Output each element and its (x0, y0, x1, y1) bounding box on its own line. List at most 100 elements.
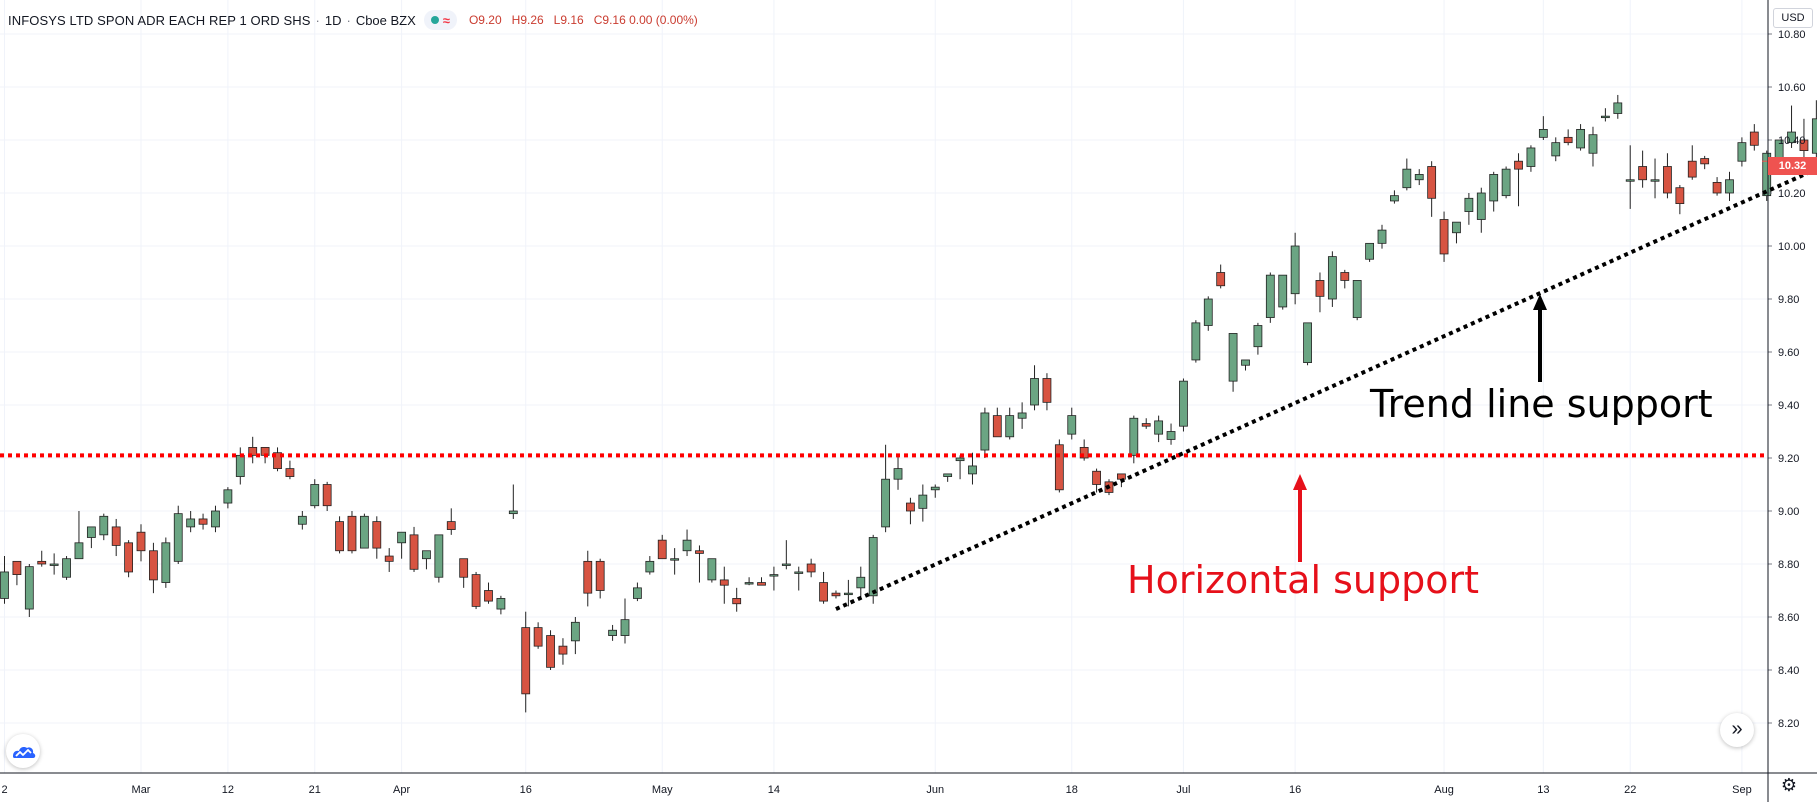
x-tick-label: Jul (1176, 784, 1190, 796)
candle-body (583, 560, 593, 594)
candle-body (1551, 142, 1561, 157)
candle-body (1042, 378, 1052, 403)
horizontal-support-arrowhead (1293, 474, 1307, 490)
candle-body (235, 454, 245, 477)
candle-body (570, 621, 580, 642)
candle-body (645, 560, 655, 573)
y-tick-label: 10.60 (1778, 82, 1806, 94)
x-tick-label: Jun (926, 784, 944, 796)
candle-body (1278, 274, 1288, 308)
y-tick-label: 10.20 (1778, 188, 1806, 200)
tradingview-logo-button[interactable] (6, 734, 40, 768)
y-tick-label: 9.00 (1778, 506, 1799, 518)
candle-body (1030, 378, 1039, 406)
ohlc-close-value: 9.16 (602, 13, 626, 27)
x-tick-label: 14 (768, 784, 780, 796)
candle-body (111, 526, 121, 546)
candle-body (1340, 272, 1350, 281)
candle-body (1687, 160, 1697, 178)
candle-body (1427, 166, 1437, 199)
green-dot-icon (430, 16, 439, 24)
candle-body (1588, 134, 1598, 154)
header-separator: · (346, 12, 351, 28)
symbol-title[interactable]: INFOSYS LTD SPON ADR EACH REP 1 ORD SHS (8, 12, 311, 28)
x-tick-label: 21 (309, 784, 321, 796)
candle-body (1712, 181, 1722, 194)
candle-body (1700, 158, 1710, 165)
candle-body (1650, 179, 1660, 182)
candle-body (1179, 380, 1188, 427)
candle-body (831, 592, 841, 597)
x-tick-label: 2 (1, 784, 7, 796)
trend-line-arrowhead (1533, 294, 1547, 310)
ohlc-high: H9.26 (512, 13, 544, 27)
ohlc-open: O9.20 (469, 13, 502, 27)
y-tick-label: 8.20 (1778, 718, 1799, 730)
candle-body (682, 539, 692, 552)
ohlc-low-value: 9.16 (560, 13, 584, 27)
candle-body (347, 515, 357, 552)
candle-body (422, 550, 431, 560)
candle-body (1613, 102, 1623, 114)
y-tick-label: 10.40 (1778, 135, 1806, 147)
approx-wave-icon: ≈ (442, 12, 450, 28)
candle-body (769, 574, 779, 577)
candle-body (1067, 415, 1077, 435)
candle-body (273, 452, 282, 470)
candle-body (657, 539, 667, 560)
ohlc-low-key: L (553, 13, 561, 27)
horizontal-support-label: Horizontal support (1127, 558, 1480, 602)
candle-body (161, 542, 171, 583)
candle-body (1600, 115, 1610, 119)
candle-body (198, 518, 208, 525)
candle-body (1154, 420, 1164, 435)
candle-body (1352, 280, 1362, 318)
gear-icon[interactable]: ⚙ (1780, 775, 1798, 795)
candle-body (856, 576, 866, 589)
ohlc-high-key: H (511, 13, 521, 27)
candle-body (1216, 272, 1226, 287)
candle-body (285, 468, 295, 477)
candle-body (1514, 160, 1523, 170)
candle-body (1489, 174, 1499, 202)
x-tick-label: 16 (1289, 784, 1301, 796)
candle-body (1737, 142, 1747, 162)
candle-body (397, 531, 407, 544)
x-tick-label: 13 (1537, 784, 1549, 796)
x-tick-label: 12 (222, 784, 234, 796)
candle-body (322, 484, 332, 507)
candle-body (1054, 444, 1064, 491)
tradingview-cloud-icon (13, 747, 36, 758)
candle-body (1390, 195, 1399, 202)
candle-body (1315, 280, 1325, 297)
y-tick-label: 9.60 (1778, 347, 1799, 359)
candle-body (446, 521, 456, 530)
candle-body (608, 629, 617, 636)
ohlc-close: C9.16 0.00 (0.00%) (594, 13, 698, 27)
candle-body (1414, 174, 1424, 181)
candles (0, 94, 1817, 713)
status-badge[interactable]: ≈ (423, 10, 457, 30)
candle-body (1675, 187, 1685, 204)
candle-body (707, 558, 717, 581)
candle-body (1228, 333, 1238, 382)
candle-body (881, 478, 891, 528)
candle-body (173, 513, 183, 562)
candle-body (1253, 325, 1263, 348)
y-tick-label: 8.40 (1778, 665, 1799, 677)
x-tick-label: 18 (1066, 784, 1078, 796)
currency-button[interactable]: USD (1773, 8, 1813, 28)
ohlc-open-value: 9.20 (478, 13, 502, 27)
interval-label[interactable]: 1D (324, 12, 342, 28)
candle-body (868, 537, 878, 597)
candle-body (744, 582, 754, 585)
scroll-to-realtime-button[interactable]: » (1720, 713, 1754, 747)
candle-body (99, 515, 109, 536)
candle-body (223, 489, 233, 504)
double-chevron-right-icon: » (1731, 718, 1743, 740)
candle-body (968, 465, 977, 475)
candle-body (695, 550, 704, 554)
candle-body (1265, 274, 1275, 318)
candle-body (471, 574, 481, 607)
